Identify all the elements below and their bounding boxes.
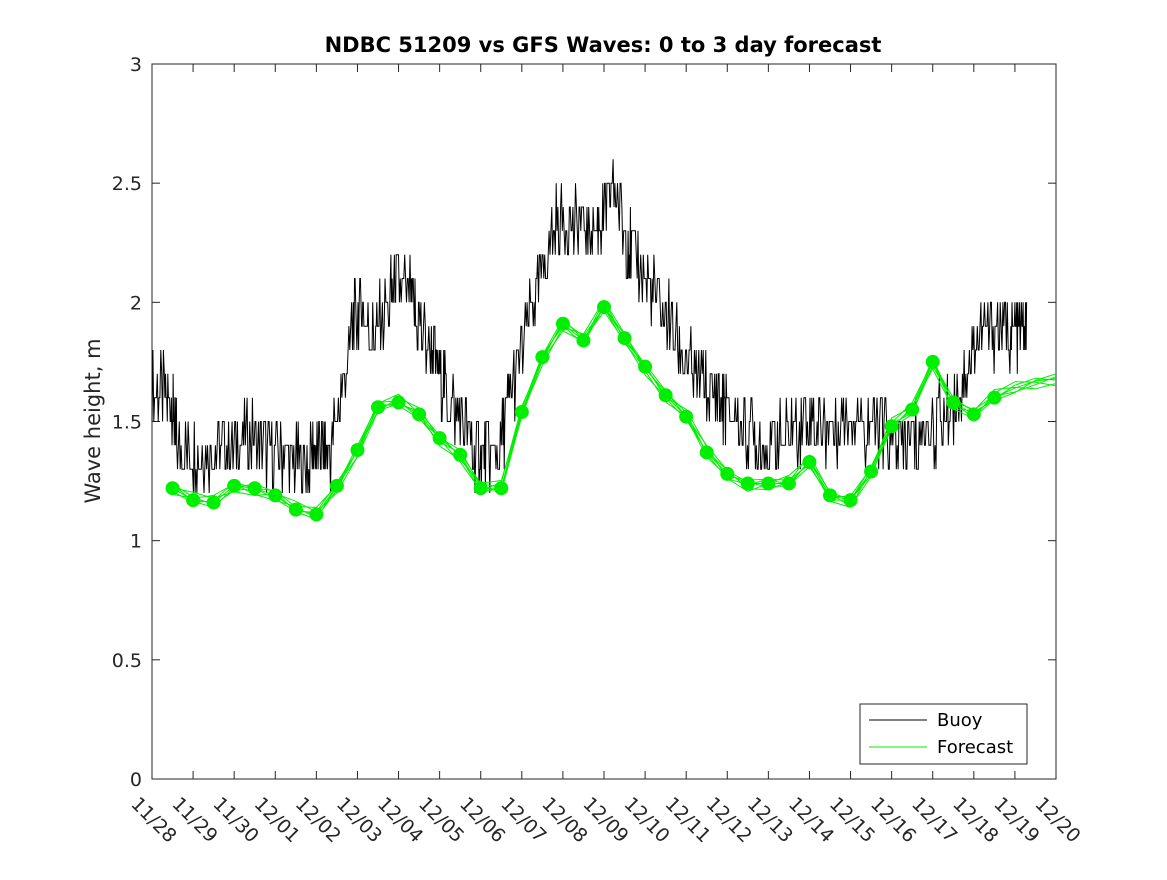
forecast-point [925,354,940,369]
y-tick-label: 0.5 [112,650,142,672]
forecast-point [473,481,488,496]
y-tick-label: 2.5 [112,173,142,195]
forecast-point [329,478,344,493]
forecast-point [432,431,447,446]
forecast-point [781,476,796,491]
legend: Buoy Forecast [859,703,1028,765]
forecast-point [288,502,303,517]
y-tick-label: 1 [130,531,142,553]
y-tick-label: 1.5 [112,412,142,434]
forecast-point [966,407,981,422]
legend-label-forecast: Forecast [937,737,1013,758]
forecast-point [864,464,879,479]
forecast-point [905,402,920,417]
forecast-point [576,333,591,348]
forecast-point [186,493,201,508]
legend-label-buoy: Buoy [937,710,983,731]
forecast-point [823,488,837,503]
forecast-point [494,481,509,496]
y-tick-label: 3 [130,54,142,76]
forecast-point [946,395,961,410]
forecast-point [740,476,755,491]
forecast-point [761,476,776,491]
chart-title: NDBC 51209 vs GFS Waves: 0 to 3 day fore… [325,33,882,57]
forecast-point [720,466,735,481]
forecast-point [597,300,611,315]
y-tick-label: 2 [130,292,142,314]
forecast-point [227,478,242,493]
forecast-point [843,493,858,508]
forecast-point [206,495,221,510]
forecast-point [391,395,406,410]
forecast-point [412,407,427,422]
forecast-point [884,419,899,434]
buoy-series-line [151,159,1028,494]
forecast-point [165,481,180,496]
forecast-point [350,443,365,458]
y-tick-label: 0 [130,769,142,791]
forecast-point [987,390,1002,405]
forecast-point [514,404,529,419]
forecast-point [453,447,468,462]
y-axis-label: Wave height, m [81,338,105,503]
forecast-point [247,481,262,496]
forecast-point [679,409,694,424]
forecast-point [371,400,385,415]
forecast-point [658,388,673,403]
legend-box [859,703,1028,765]
forecast-point [802,455,817,470]
forecast-point [535,350,550,365]
forecast-point [617,331,632,346]
forecast-point [555,316,570,331]
forecast-point [638,359,653,374]
forecast-point [268,488,283,503]
forecast-point [699,445,714,460]
forecast-point [309,507,324,522]
